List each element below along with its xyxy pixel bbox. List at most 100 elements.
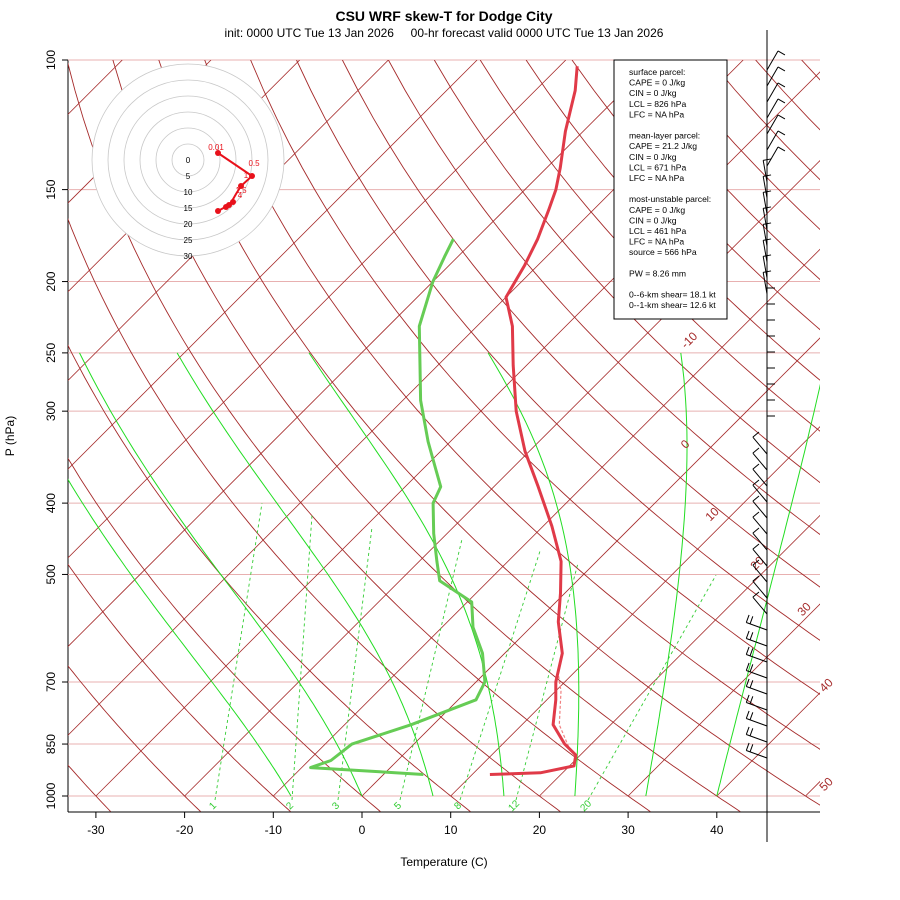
wind-barb-flag xyxy=(745,694,750,703)
stats-line: 0--6-km shear= 18.1 kt xyxy=(629,290,716,300)
wind-barb xyxy=(752,532,768,551)
hodograph-ring-label: 30 xyxy=(184,252,193,261)
wind-barb xyxy=(746,654,768,663)
wind-barb-flag xyxy=(749,680,754,689)
temperature-profile xyxy=(489,66,579,776)
wind-barb-flag xyxy=(777,66,786,72)
wind-barb xyxy=(766,50,779,71)
wind-barb xyxy=(746,622,768,631)
wind-barb-flag xyxy=(752,543,760,550)
wind-barb-flag xyxy=(777,130,786,136)
hodograph-ring-label: 5 xyxy=(186,172,191,181)
mixing-ratio-line xyxy=(399,539,463,801)
wind-barb-flag xyxy=(745,646,750,655)
wind-barb-flag xyxy=(752,479,760,486)
wind-barb xyxy=(766,98,779,119)
stats-line: CAPE = 0 J/kg xyxy=(629,205,685,215)
x-tick-label: 10 xyxy=(444,823,458,837)
wind-barb-flag xyxy=(749,616,754,625)
x-tick-label: -10 xyxy=(265,823,283,837)
moist-adiabat-line xyxy=(176,352,434,797)
y-tick-label: 100 xyxy=(44,50,58,70)
wind-barb xyxy=(746,734,768,743)
x-tick-label: 40 xyxy=(710,823,724,837)
dry-adiabat-line xyxy=(68,665,201,812)
hodograph-point xyxy=(215,208,221,214)
hodograph-point xyxy=(238,183,244,189)
stats-line: CIN = 0 J/kg xyxy=(629,215,677,225)
hodograph-ring xyxy=(107,79,269,241)
y-tick-label: 250 xyxy=(44,343,58,363)
hodograph-ring xyxy=(123,95,253,225)
wind-barb-flag xyxy=(777,50,786,56)
wind-barbs xyxy=(745,30,786,842)
isotherm-line xyxy=(716,692,820,797)
wind-barb-flag xyxy=(749,728,754,737)
x-tick-label: 30 xyxy=(621,823,635,837)
wind-barb-flag xyxy=(763,238,772,241)
wind-barb xyxy=(762,176,768,199)
mixing-ratio-lines: 1 2 3 5 8 12 20 xyxy=(207,503,717,814)
plot-frame xyxy=(67,60,820,813)
dry-adiabat-line xyxy=(341,60,820,588)
hodograph-ring-label: 15 xyxy=(184,204,193,213)
isotherm-label: 40 xyxy=(816,675,836,695)
x-tick-label: -20 xyxy=(176,823,194,837)
wind-barb-flag xyxy=(745,614,750,623)
wind-barb xyxy=(762,208,768,231)
x-axis-ticks: -30 -20 -10 0 10 20 30 40 xyxy=(87,812,724,837)
dry-adiabat-line xyxy=(479,60,820,432)
stats-line: CAPE = 21.2 J/kg xyxy=(629,141,697,151)
hodograph-ring xyxy=(91,63,285,257)
dry-adiabat-line xyxy=(68,457,381,812)
isotherm-label: 50 xyxy=(816,774,836,794)
dry-adiabat-line xyxy=(709,60,820,181)
stats-line: CAPE = 0 J/kg xyxy=(629,78,685,88)
hodograph-ring-label: 25 xyxy=(184,236,193,245)
mixing-ratio-label: 5 xyxy=(392,800,404,812)
isobars xyxy=(68,59,820,797)
wind-barb xyxy=(752,516,768,535)
dry-adiabat-line xyxy=(68,62,651,812)
wind-barb xyxy=(746,686,768,695)
wind-barb-flag xyxy=(777,82,786,88)
wind-barb-flag xyxy=(752,511,760,518)
hodograph-point xyxy=(249,173,255,179)
hodograph-ring-label: 20 xyxy=(184,220,193,229)
wind-barb xyxy=(752,548,768,567)
wind-barb xyxy=(752,564,768,583)
hodograph-height-label: 0.5 xyxy=(248,159,260,168)
wind-barb xyxy=(762,256,768,279)
hodograph-ring-label: 10 xyxy=(184,188,193,197)
isotherm-label: 0 xyxy=(678,437,693,452)
mixing-ratio-line xyxy=(587,574,717,801)
stats-line: most-unstable parcel: xyxy=(629,194,711,204)
dry-adiabat-line xyxy=(525,60,820,381)
y-axis-label: P (hPa) xyxy=(3,416,17,456)
y-tick-label: 150 xyxy=(44,179,58,199)
dry-adiabat-line xyxy=(68,218,561,812)
stats-line: LFC = NA hPa xyxy=(629,173,684,183)
wind-barb xyxy=(752,452,768,471)
hodograph-ring xyxy=(155,127,221,193)
isotherm-label: -10 xyxy=(678,329,700,351)
wind-barb-flag xyxy=(752,463,760,470)
wind-barb xyxy=(762,272,768,295)
wind-barb-flag xyxy=(752,431,760,438)
isotherm-line xyxy=(627,603,820,797)
hodograph-ring xyxy=(171,143,205,177)
wind-barb-flag xyxy=(752,559,760,566)
wind-barb-flag xyxy=(749,632,754,641)
hodograph-height-label: 0.01 xyxy=(208,143,224,152)
dry-adiabat-line xyxy=(433,60,820,484)
mixing-ratio-label: 1 xyxy=(207,800,219,812)
mixing-ratio-line xyxy=(214,503,263,801)
hodograph: 0 5 10 15 20 25 30 0.01 0.5 1 1.54 xyxy=(91,63,285,261)
wind-barb xyxy=(762,192,768,215)
hodograph-point xyxy=(230,199,236,205)
stats-line: LCL = 826 hPa xyxy=(629,99,686,109)
wind-barb xyxy=(752,468,768,487)
wind-barb xyxy=(766,66,779,87)
